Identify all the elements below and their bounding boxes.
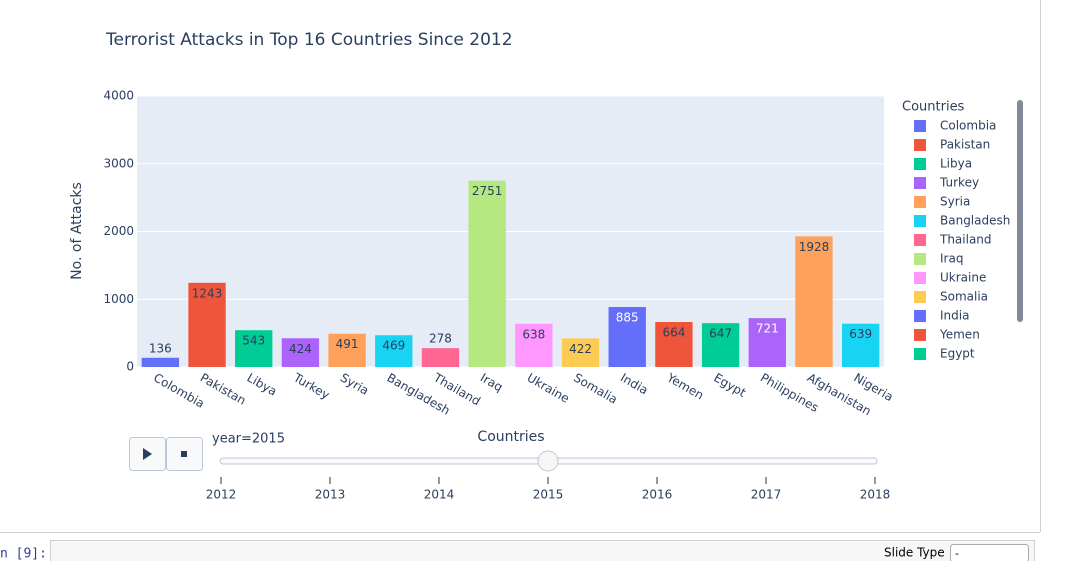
slide-type-label: Slide Type [884,546,945,560]
value-label: 638 [522,327,545,341]
legend-swatch[interactable] [914,158,926,170]
bar [841,323,880,367]
value-label: 647 [709,327,732,341]
bar [421,348,460,367]
x-tick-label: Syria [338,371,371,398]
legend-label[interactable]: Yemen [939,328,980,342]
slider-current-value: year=2015 [212,432,285,447]
legend-label[interactable]: Turkey [939,176,979,190]
stop-button[interactable] [166,437,203,471]
x-tick-label: Iraq [478,371,505,395]
legend-label[interactable]: Bangladesh [940,214,1010,228]
value-label: 1928 [799,240,830,254]
bar [795,236,833,367]
value-label: 424 [289,342,312,356]
play-button[interactable] [129,437,166,471]
value-label: 885 [616,311,639,325]
value-label: 1243 [192,286,223,300]
value-label: 664 [662,326,685,340]
x-tick-label: Pakistan [198,371,249,408]
slider-tick-label: 2016 [642,488,673,502]
spacer [0,538,1072,539]
legend-label[interactable]: Iraq [940,252,963,266]
bar [235,330,273,367]
bar [188,282,226,367]
chart-title: Terrorist Attacks in Top 16 Countries Si… [105,30,513,50]
input-cell[interactable] [50,540,1035,561]
slider-handle[interactable] [537,450,559,472]
legend-swatch[interactable] [914,291,926,303]
legend-swatch[interactable] [914,139,926,151]
y-tick-label: 3000 [103,156,134,170]
legend-label[interactable]: Syria [940,195,970,209]
value-label: 543 [242,334,265,348]
bar [515,323,553,367]
legend-swatch[interactable] [914,310,926,322]
value-label: 469 [382,339,405,353]
x-tick-label: Colombia [151,371,207,411]
legend-swatch[interactable] [914,215,926,227]
x-tick-label: India [618,371,651,398]
legend-title: Countries [902,100,965,115]
slider-tick-label: 2018 [860,488,891,502]
slider-tick-label: 2015 [533,488,564,502]
x-tick-label: Turkey [290,370,332,402]
y-tick-label: 0 [126,360,134,374]
legend-swatch[interactable] [914,234,926,246]
slider-tick-label: 2017 [751,488,782,502]
y-tick-label: 4000 [103,89,134,103]
value-label: 278 [429,332,452,346]
bar [561,338,600,367]
legend-label[interactable]: Colombia [940,119,996,133]
bar [701,323,740,367]
bar [281,338,320,367]
slide-type-select[interactable] [950,544,1029,561]
value-label: 422 [569,342,592,356]
legend-label[interactable]: India [940,309,969,323]
y-tick-label: 2000 [103,224,134,238]
value-label: 136 [149,341,172,355]
x-axis-title: Countries [477,429,544,445]
bar [748,318,786,367]
legend-label[interactable]: Pakistan [940,138,990,152]
bar [468,180,506,367]
slider-tick-label: 2013 [315,488,346,502]
legend-label[interactable]: Egypt [940,347,975,361]
legend-label[interactable]: Ukraine [940,271,986,285]
y-axis-title: No. of Attacks [69,182,85,280]
bar [655,322,693,367]
bar [375,335,413,367]
value-label: 721 [756,322,779,336]
legend-scrollbar[interactable] [1017,100,1023,322]
value-label: 639 [849,327,872,341]
bar [141,357,180,367]
y-tick-label: 1000 [103,292,134,306]
bar [608,307,646,367]
slider-tick-label: 2014 [424,488,455,502]
x-tick-label: Somalia [571,371,620,407]
legend-swatch[interactable] [914,272,926,284]
x-tick-label: Egypt [711,371,748,401]
legend-label[interactable]: Somalia [940,290,988,304]
bar [328,333,366,367]
slide-type-value: - [955,547,959,560]
legend-label[interactable]: Libya [940,157,972,171]
value-label: 491 [336,337,359,351]
legend-swatch[interactable] [914,329,926,341]
slider-tick-label: 2012 [206,488,237,502]
legend-swatch[interactable] [914,253,926,265]
legend-swatch[interactable] [914,196,926,208]
x-tick-label: Yemen [664,370,706,403]
legend-swatch[interactable] [914,177,926,189]
legend-swatch[interactable] [914,120,926,132]
value-label: 2751 [472,184,503,198]
cell-prompt: n [9]: [0,547,47,561]
legend-label[interactable]: Thailand [939,233,992,247]
legend-swatch[interactable] [914,348,926,360]
x-tick-label: Ukraine [525,371,572,406]
x-tick-label: Libya [244,371,279,399]
